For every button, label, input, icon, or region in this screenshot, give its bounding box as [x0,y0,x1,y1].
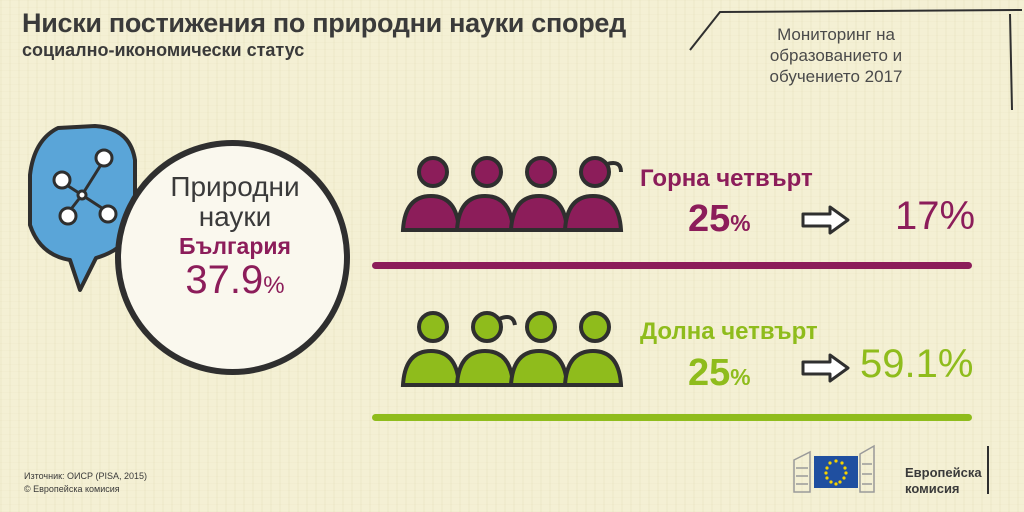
subject-circle [115,140,350,375]
molecule-icon [52,148,118,226]
top-arrow-icon [801,205,850,235]
top-quartile-from: 25% [688,198,751,240]
subject-name: Природни науки [170,171,300,232]
subject-tag [28,124,137,292]
bottom-quartile-to: 59.1% [860,342,974,386]
top-divider [372,262,972,269]
bottom-quartile-label: Долна четвърт [640,318,818,345]
page-subtitle: социално-икономически статус [22,40,305,60]
bottom-divider [372,414,972,421]
bottom-arrow-icon [801,353,850,383]
top-quartile-label: Горна четвърт [640,165,813,192]
top-quartile-to: 17% [895,194,976,238]
header-decoration [689,9,1023,111]
top-quartile-people-icon [400,156,624,232]
country-value: 37.9% [185,258,285,302]
country-name: България [179,233,291,259]
bottom-quartile-from: 25% [688,352,751,394]
monitor-title: Мониторинг на образованието и обучението… [769,25,903,86]
bottom-quartile-people-icon [400,311,624,387]
source-note: Източник: ОИСР (PISA, 2015) © Европейска… [24,471,148,494]
page-title: Ниски постижения по природни науки споре… [22,8,626,38]
ec-logo-text: Европейска комисия [905,465,982,496]
ec-logo [793,444,989,494]
